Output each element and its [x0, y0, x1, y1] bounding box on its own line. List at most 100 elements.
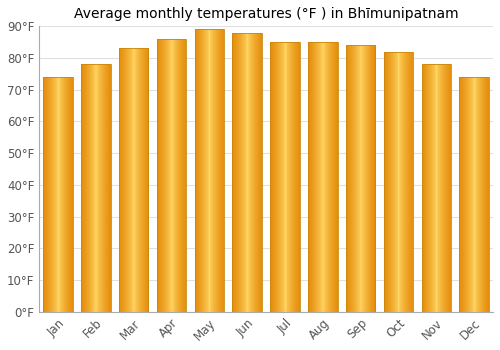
Bar	[411, 52, 412, 312]
Bar	[440, 64, 442, 312]
Bar	[126, 49, 127, 312]
Bar	[81, 64, 110, 312]
Bar	[53, 77, 54, 312]
Bar	[91, 64, 92, 312]
Bar	[258, 33, 259, 312]
Bar	[405, 52, 406, 312]
Bar	[46, 77, 47, 312]
Bar	[200, 29, 201, 312]
Bar	[278, 42, 279, 312]
Bar	[122, 49, 123, 312]
Bar	[334, 42, 335, 312]
Bar	[470, 77, 471, 312]
Bar	[384, 52, 413, 312]
Bar	[394, 52, 395, 312]
Bar	[218, 29, 219, 312]
Bar	[274, 42, 275, 312]
Bar	[388, 52, 389, 312]
Bar	[215, 29, 216, 312]
Bar	[51, 77, 52, 312]
Bar	[50, 77, 51, 312]
Bar	[96, 64, 97, 312]
Bar	[93, 64, 94, 312]
Bar	[99, 64, 100, 312]
Bar	[197, 29, 198, 312]
Bar	[296, 42, 297, 312]
Bar	[173, 39, 174, 312]
Bar	[287, 42, 288, 312]
Bar	[470, 77, 472, 312]
Bar	[482, 77, 483, 312]
Bar	[374, 45, 375, 312]
Bar	[185, 39, 186, 312]
Bar	[289, 42, 290, 312]
Bar	[256, 33, 257, 312]
Bar	[244, 33, 246, 312]
Bar	[286, 42, 287, 312]
Bar	[460, 77, 461, 312]
Bar	[108, 64, 110, 312]
Bar	[365, 45, 366, 312]
Bar	[213, 29, 214, 312]
Bar	[67, 77, 68, 312]
Bar	[358, 45, 359, 312]
Bar	[323, 42, 324, 312]
Bar	[133, 49, 134, 312]
Bar	[168, 39, 169, 312]
Bar	[120, 49, 121, 312]
Bar	[146, 49, 147, 312]
Bar	[232, 33, 262, 312]
Bar	[298, 42, 299, 312]
Bar	[351, 45, 352, 312]
Bar	[161, 39, 162, 312]
Bar	[282, 42, 283, 312]
Bar	[174, 39, 175, 312]
Bar	[329, 42, 330, 312]
Bar	[288, 42, 289, 312]
Bar	[444, 64, 445, 312]
Bar	[71, 77, 72, 312]
Bar	[129, 49, 130, 312]
Bar	[375, 45, 376, 312]
Bar	[346, 45, 347, 312]
Bar	[481, 77, 482, 312]
Bar	[63, 77, 64, 312]
Bar	[464, 77, 465, 312]
Bar	[358, 45, 360, 312]
Bar	[384, 52, 385, 312]
Bar	[246, 33, 247, 312]
Bar	[295, 42, 296, 312]
Bar	[390, 52, 391, 312]
Bar	[144, 49, 145, 312]
Bar	[403, 52, 404, 312]
Bar	[446, 64, 447, 312]
Bar	[444, 64, 445, 312]
Bar	[251, 33, 252, 312]
Bar	[373, 45, 374, 312]
Bar	[109, 64, 110, 312]
Bar	[395, 52, 396, 312]
Bar	[387, 52, 388, 312]
Bar	[445, 64, 446, 312]
Bar	[430, 64, 431, 312]
Bar	[292, 42, 293, 312]
Bar	[170, 39, 171, 312]
Bar	[235, 33, 236, 312]
Bar	[438, 64, 439, 312]
Bar	[211, 29, 212, 312]
Bar	[330, 42, 332, 312]
Bar	[443, 64, 444, 312]
Bar	[392, 52, 393, 312]
Bar	[44, 77, 73, 312]
Bar	[212, 29, 213, 312]
Bar	[336, 42, 337, 312]
Bar	[427, 64, 428, 312]
Bar	[57, 77, 58, 312]
Bar	[245, 33, 246, 312]
Bar	[249, 33, 250, 312]
Bar	[61, 77, 62, 312]
Bar	[66, 77, 67, 312]
Bar	[87, 64, 88, 312]
Bar	[219, 29, 220, 312]
Bar	[241, 33, 242, 312]
